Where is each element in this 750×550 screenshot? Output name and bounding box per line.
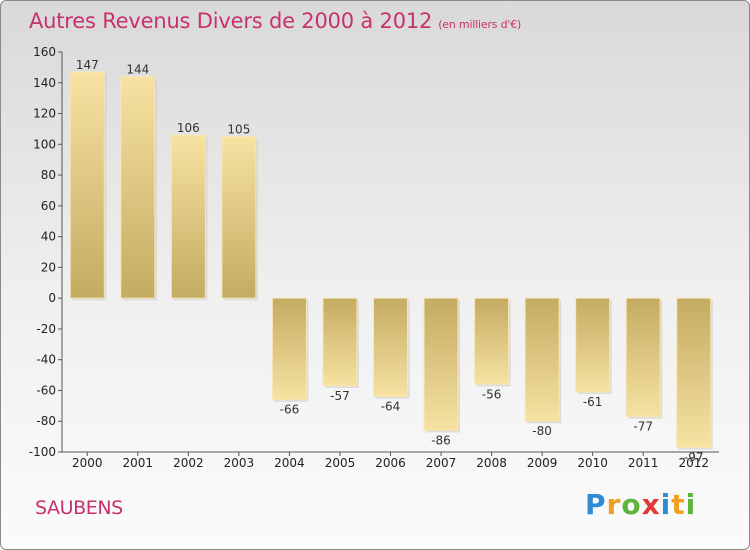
value-label: -86 [431, 433, 451, 447]
value-label: -66 [280, 403, 300, 417]
logo-letter: i [660, 488, 672, 521]
bar-2004 [271, 297, 307, 401]
value-label: -77 [633, 420, 653, 434]
axes: -100 -80 -60 -40 -20 0 20 40 60 80 100 120 140 160 200… [29, 45, 719, 470]
bar-2001 [120, 76, 156, 299]
y-tick-label: 160 [33, 45, 56, 59]
x-tick-label: 2001 [123, 456, 154, 470]
value-label: -56 [482, 387, 502, 401]
bar-2008 [474, 297, 510, 385]
bar-2003 [221, 136, 257, 299]
value-label: -97 [684, 450, 704, 464]
bar-2010 [575, 297, 611, 393]
value-label: 106 [177, 121, 200, 135]
y-tick-label: -80 [36, 414, 56, 428]
logo-letter: r [606, 488, 622, 521]
unit-label: (en milliers d'€) [438, 18, 522, 31]
value-label: -61 [583, 395, 603, 409]
x-tick-label: 2003 [224, 456, 255, 470]
value-label: -80 [532, 424, 552, 438]
value-label: 105 [227, 123, 250, 137]
x-tick-label: 2009 [527, 456, 558, 470]
x-tick-label: 2010 [577, 456, 608, 470]
y-tick-label: 140 [33, 76, 56, 90]
y-tick-label: -60 [36, 383, 56, 397]
y-tick-label: -100 [29, 445, 56, 459]
bar-2005 [322, 297, 358, 387]
x-tick-label: 2000 [72, 456, 103, 470]
x-tick-label: 2011 [628, 456, 659, 470]
x-tick-label: 2006 [375, 456, 406, 470]
x-tick-label: 2002 [173, 456, 204, 470]
value-label: 147 [76, 58, 99, 72]
y-tick-label: 120 [33, 107, 56, 121]
value-label: -64 [381, 400, 401, 414]
y-tick-label: 0 [48, 291, 56, 305]
x-tick-label: 2012 [678, 456, 709, 470]
bar-2011 [625, 297, 661, 418]
bar-2002 [170, 134, 206, 299]
y-tick-label: -20 [36, 322, 56, 336]
bar-2012 [676, 297, 712, 448]
location-name: SAUBENS [35, 497, 123, 519]
y-tick-label: 40 [41, 230, 56, 244]
y-tick-label: 20 [41, 260, 56, 274]
logo-letter: t [671, 488, 686, 521]
logo-letter: o [621, 488, 642, 521]
chart-title: Autres Revenus Divers de 2000 à 2012 (en … [29, 9, 521, 33]
value-labels: 147 144 106 105 -66 -57 -64 -86 -56 -80 -61 -77 -97 [76, 58, 704, 464]
x-tick-label: 2008 [476, 456, 507, 470]
proxiti-logo: Proxiti [585, 488, 696, 521]
x-tick-label: 2005 [325, 456, 356, 470]
y-tick-label: -40 [36, 353, 56, 367]
value-label: -57 [330, 389, 350, 403]
logo-letter: i [685, 488, 697, 521]
y-tick-label: 80 [41, 168, 56, 182]
logo-letter: x [641, 488, 661, 521]
bars [69, 71, 713, 450]
logo-letter: P [585, 488, 607, 521]
title-text: Autres Revenus Divers de 2000 à 2012 [29, 9, 433, 33]
bar-2007 [423, 297, 459, 431]
bar-2009 [524, 297, 560, 422]
y-tick-label: 100 [33, 137, 56, 151]
y-tick-label: 60 [41, 199, 56, 213]
x-tick-label: 2007 [426, 456, 457, 470]
bar-2006 [373, 297, 408, 398]
value-label: 144 [126, 63, 149, 77]
bar-2000 [69, 71, 105, 299]
x-tick-label: 2004 [274, 456, 305, 470]
